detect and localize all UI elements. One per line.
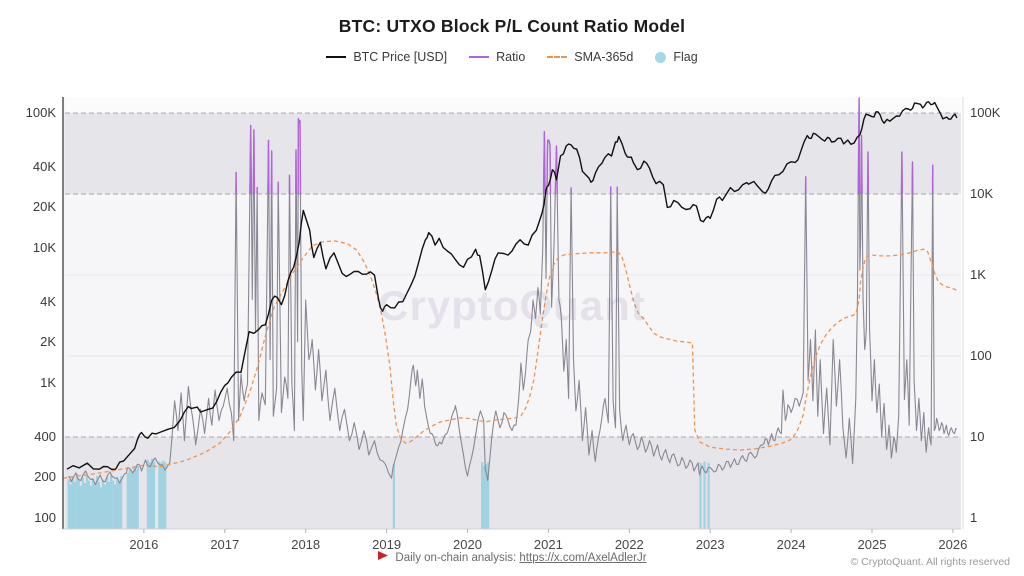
x-axis-tick-2018: 2018 — [291, 537, 321, 552]
left-axis-tick-100: 100 — [34, 510, 56, 525]
x-axis-tick-2023: 2023 — [695, 537, 725, 552]
legend-item-btc-price-usd-[interactable]: BTC Price [USD] — [326, 50, 447, 64]
legend-item-ratio[interactable]: Ratio — [469, 50, 525, 64]
x-axis-tick-2026: 2026 — [938, 537, 968, 552]
x-axis-tick-2016: 2016 — [129, 537, 159, 552]
left-axis-tick-1K: 1K — [40, 375, 56, 390]
copyright-note: © CryptoQuant. All rights reserved — [850, 556, 1010, 568]
left-axis-tick-40K: 40K — [32, 158, 56, 174]
right-axis-tick-1K: 1K — [970, 267, 986, 282]
x-axis-tick-2019: 2019 — [372, 537, 402, 552]
legend-label: BTC Price [USD] — [353, 50, 448, 64]
sma-365d-marker-icon — [547, 56, 568, 58]
left-axis-tick-10K: 10K — [32, 240, 56, 255]
legend-label: Ratio — [496, 50, 526, 64]
footer-analysis-note: Daily on-chain analysis: https://x.com/A… — [0, 549, 1024, 564]
left-axis-tick-2K: 2K — [40, 334, 56, 350]
x-axis-tick-2025: 2025 — [857, 537, 887, 552]
right-axis-tick-1: 1 — [970, 510, 978, 525]
chart-legend: BTC Price [USD] Ratio SMA-365d Flag — [0, 50, 1024, 64]
legend-label: SMA-365d — [574, 50, 634, 64]
left-axis-tick-400: 400 — [34, 428, 56, 444]
footer-link[interactable]: https://x.com/AxelAdlerJr — [519, 552, 647, 564]
x-axis-tick-2017: 2017 — [210, 537, 240, 552]
left-axis-tick-4K: 4K — [40, 293, 56, 309]
flag-marker-icon — [655, 51, 667, 63]
right-axis-tick-10K: 10K — [970, 186, 994, 201]
x-axis-tick-2024: 2024 — [776, 537, 806, 552]
left-axis-tick-200: 200 — [34, 469, 56, 485]
right-axis-tick-100K: 100K — [970, 105, 1001, 120]
chart-title: BTC: UTXO Block P/L Count Ratio Model — [338, 16, 686, 36]
x-axis-tick-2022: 2022 — [614, 537, 644, 552]
right-axis-tick-100: 100 — [970, 348, 992, 363]
left-axis-tick-20K: 20K — [32, 199, 56, 215]
legend-item-sma-365d[interactable]: SMA-365d — [547, 50, 633, 64]
btc-price-usd--marker-icon — [326, 56, 347, 58]
right-axis-tick-10: 10 — [970, 429, 985, 444]
footer-text: Daily on-chain analysis: — [395, 552, 520, 564]
x-axis-tick-2020: 2020 — [453, 537, 482, 552]
red-flag-icon — [378, 551, 389, 560]
ratio-marker-icon — [469, 56, 490, 58]
x-axis-tick-2021: 2021 — [533, 537, 563, 552]
legend-label: Flag — [673, 50, 698, 64]
left-axis-tick-100K: 100K — [25, 105, 56, 120]
legend-item-flag[interactable]: Flag — [655, 50, 698, 64]
